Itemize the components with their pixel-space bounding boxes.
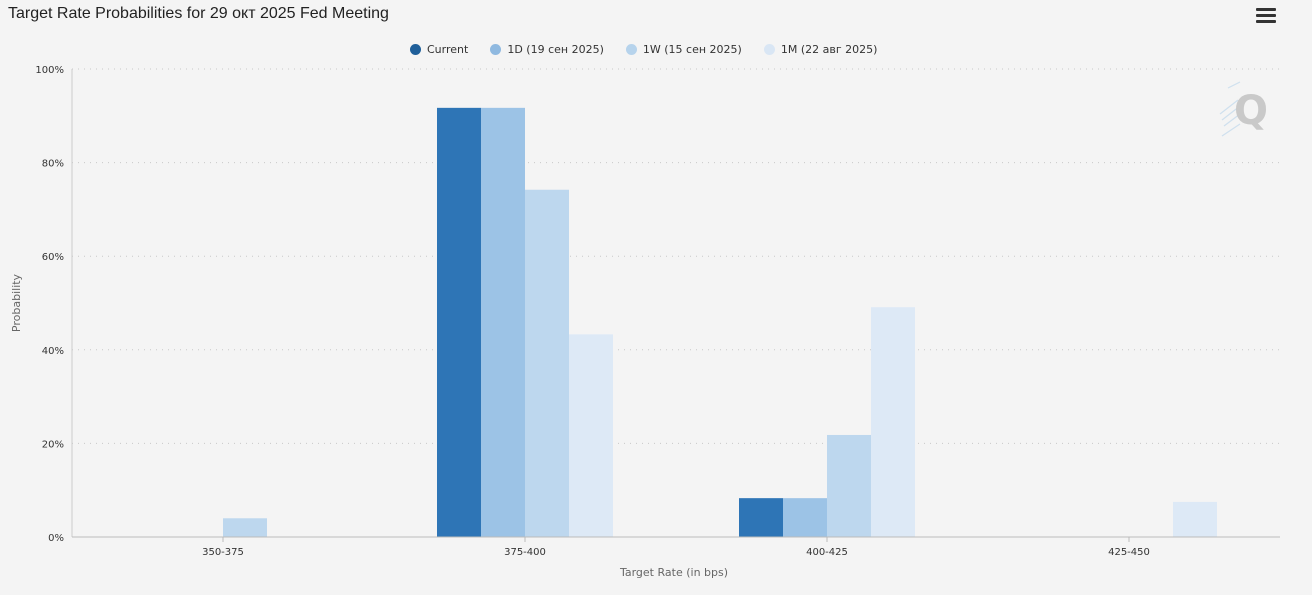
y-axis-title: Probability: [10, 273, 23, 332]
chart-legend: Current 1D (19 сен 2025) 1W (15 сен 2025) 1…: [410, 40, 877, 58]
chart-title: Target Rate Probabilities for 29 окт 202…: [8, 5, 389, 22]
legend-item[interactable]: 1W (15 сен 2025): [625, 42, 742, 56]
legend-marker-icon: [490, 43, 502, 55]
y-tick-label: 40%: [42, 346, 64, 357]
bar[interactable]: [739, 498, 783, 537]
quikstrike-logo-icon: Q: [1219, 81, 1268, 137]
legend-marker-icon: [625, 43, 637, 55]
bar[interactable]: [481, 107, 525, 538]
bar[interactable]: [783, 498, 827, 537]
legend-label: Current: [427, 42, 469, 56]
hamburger-menu-icon[interactable]: [1256, 8, 1276, 24]
y-tick-label: 100%: [35, 65, 64, 76]
x-tick-label: 400-425: [806, 547, 848, 558]
legend-label: 1W (15 сен 2025): [642, 42, 742, 56]
legend-marker-icon: [763, 43, 775, 55]
x-tick-label: 425-450: [1108, 547, 1150, 558]
bar[interactable]: [223, 518, 267, 537]
bar[interactable]: [525, 189, 569, 537]
legend-label: 1M (22 авг 2025): [780, 42, 878, 56]
legend-item[interactable]: Current: [410, 43, 468, 56]
y-tick-label: 0%: [48, 533, 64, 544]
legend-item[interactable]: 1D (19 сен 2025): [490, 43, 604, 56]
legend-label: 1D (19 сен 2025): [507, 42, 604, 56]
legend-item[interactable]: 1M (22 авг 2025): [763, 42, 878, 56]
bar[interactable]: [1173, 501, 1217, 537]
bar[interactable]: [827, 434, 871, 537]
x-tick-label: 350-375: [202, 547, 244, 558]
x-tick-label: 375-400: [504, 547, 546, 558]
bar[interactable]: [569, 334, 613, 537]
y-tick-label: 20%: [42, 439, 64, 450]
bar[interactable]: [437, 107, 481, 538]
watermark-letter: Q: [1234, 88, 1268, 134]
y-tick-label: 60%: [42, 252, 64, 263]
bar[interactable]: [871, 307, 915, 537]
y-tick-label: 80%: [42, 159, 64, 170]
legend-marker-icon: [410, 43, 421, 55]
x-axis-title: Target Rate (in bps): [619, 566, 728, 579]
